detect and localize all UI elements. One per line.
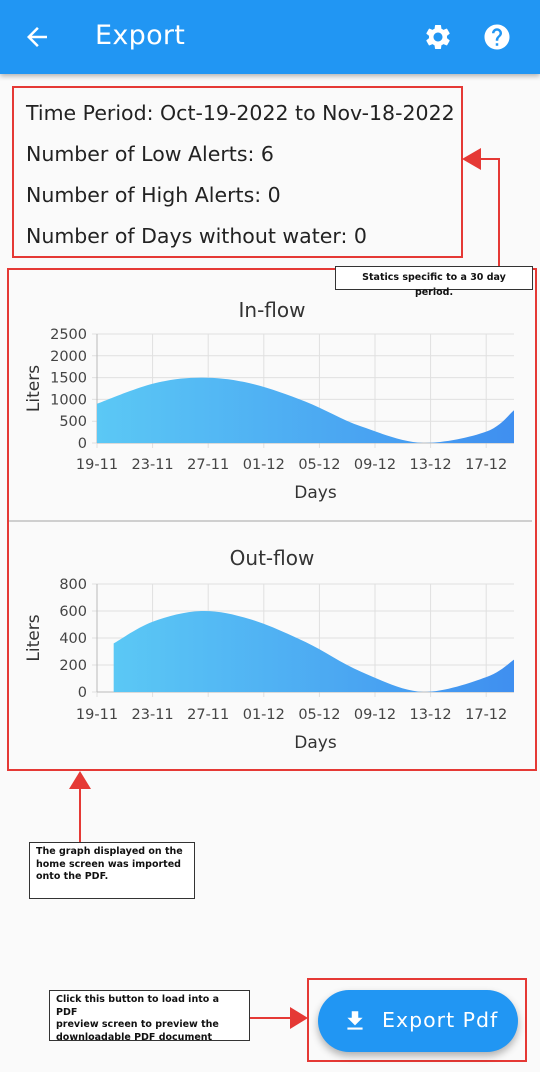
x-tick-label: 05-12 xyxy=(298,707,340,723)
export-pdf-label: Export Pdf xyxy=(382,1008,499,1032)
x-tick-label: 01-12 xyxy=(243,707,285,723)
button-note-line: preview screen to preview the xyxy=(56,1019,219,1030)
y-tick-label: 0 xyxy=(78,685,87,701)
y-tick-label: 2000 xyxy=(50,349,87,365)
chart-divider xyxy=(9,520,532,522)
series-area xyxy=(113,610,515,692)
x-axis-title: Days xyxy=(294,483,337,503)
x-tick-label: 09-12 xyxy=(354,457,396,473)
x-tick-label: 27-11 xyxy=(187,707,229,723)
stats-highlight-box xyxy=(12,86,463,258)
graph-note: The graph displayed on the home screen w… xyxy=(29,842,195,899)
x-tick-label: 13-12 xyxy=(410,707,452,723)
export-pdf-button[interactable]: Export Pdf xyxy=(318,990,518,1052)
page-title: Export xyxy=(95,20,186,51)
stats-summary: Time Period: Oct-19-2022 to Nov-18-2022 … xyxy=(26,95,455,259)
arrow-head xyxy=(290,1007,308,1029)
graphs-highlight-box xyxy=(7,268,537,771)
x-tick-label: 19-11 xyxy=(76,707,118,723)
x-tick-label: 09-12 xyxy=(354,707,396,723)
inflow-chart-svg: 0 500 1000 1500 2000 2500 19-11 23-11 27-11 01-12… xyxy=(24,327,514,503)
y-tick-label: 0 xyxy=(78,436,87,452)
high-alerts-text: Number of High Alerts: 0 xyxy=(26,183,281,207)
y-axis-title: Liters xyxy=(24,614,44,661)
stats-note: Statics specific to a 30 day period. xyxy=(335,266,533,298)
download-icon xyxy=(347,1011,363,1030)
x-tick-label: 01-12 xyxy=(243,457,285,473)
y-tick-label: 1500 xyxy=(50,371,87,387)
arrow-head xyxy=(69,771,91,789)
arrow-left-icon[interactable] xyxy=(22,22,52,52)
x-tick-label: 23-11 xyxy=(132,707,174,723)
chart-title: In-flow xyxy=(238,298,306,322)
y-tick-label: 2500 xyxy=(50,327,87,343)
x-tick-label: 19-11 xyxy=(76,457,118,473)
y-tick-label: 600 xyxy=(59,604,87,620)
button-note-line: downloadable PDF document xyxy=(56,1031,213,1043)
y-tick-label: 400 xyxy=(59,631,87,647)
graph-note-line: onto the PDF. xyxy=(36,871,109,882)
app-bar: Export xyxy=(0,0,540,74)
y-tick-label: 1000 xyxy=(50,392,87,408)
days-without-water-text: Number of Days without water: 0 xyxy=(26,224,367,248)
low-alerts-text: Number of Low Alerts: 6 xyxy=(26,142,274,166)
series-area xyxy=(97,377,514,443)
y-axis-title: Liters xyxy=(24,365,44,412)
x-tick-label: 17-12 xyxy=(465,707,507,723)
x-tick-label: 27-11 xyxy=(187,457,229,473)
y-tick-label: 500 xyxy=(59,414,87,430)
stats-note-text: Statics specific to a 30 day period. xyxy=(362,272,506,298)
gear-icon[interactable] xyxy=(423,22,453,52)
x-tick-label: 05-12 xyxy=(298,457,340,473)
button-note: Click this button to load into a PDF pre… xyxy=(49,990,250,1043)
x-tick-label: 17-12 xyxy=(465,457,507,473)
arrow-head xyxy=(462,148,481,170)
x-tick-label: 13-12 xyxy=(410,457,452,473)
y-tick-label: 800 xyxy=(59,577,87,593)
graph-note-line: home screen was imported xyxy=(36,858,181,870)
outflow-chart: Out-flow 0 200 400 600 800 19-11 23-11 27-11 01-… xyxy=(9,522,535,770)
outflow-chart-svg: 0 200 400 600 800 19-11 23-11 27-11 01-12 05-12 09… xyxy=(24,577,515,753)
y-tick-label: 200 xyxy=(59,658,87,674)
time-period-text: Time Period: Oct-19-2022 to Nov-18-2022 xyxy=(26,101,455,125)
inflow-chart: In-flow 0 500 1000 1500 2000 2500 19-11 23-11 27… xyxy=(9,270,535,518)
button-highlight-box xyxy=(307,978,527,1062)
graph-note-line: The graph displayed on the xyxy=(36,846,183,857)
x-axis-title: Days xyxy=(294,733,337,753)
x-tick-label: 23-11 xyxy=(132,457,174,473)
button-note-line: Click this button to load into a PDF xyxy=(56,994,219,1018)
help-circle-icon[interactable] xyxy=(482,22,512,52)
chart-title: Out-flow xyxy=(229,546,315,570)
